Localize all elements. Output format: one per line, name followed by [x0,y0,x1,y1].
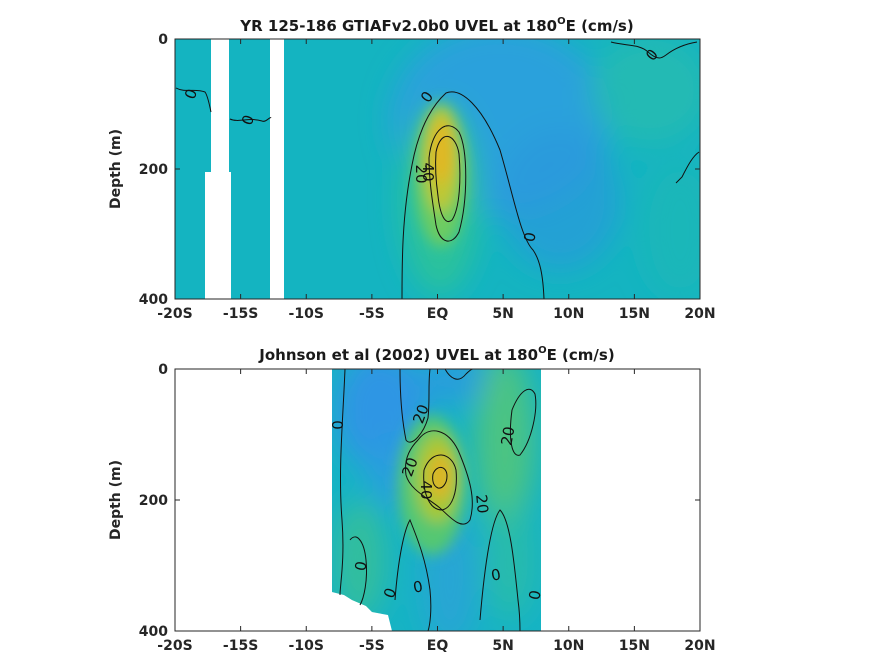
y-tick-label: 400 [139,624,168,640]
contour-label: 20 [497,425,518,447]
x-tick-label: EQ [427,638,449,654]
contour-label: 20 [409,402,432,426]
contour-label: 0 [412,577,425,596]
chart-panel-bottom: Johnson et al (2002) UVEL at 180OE (cm/s… [108,345,716,654]
x-tick-label: -10S [289,638,324,654]
x-tick-label: -20S [157,638,192,654]
chart-title-bottom: Johnson et al (2002) UVEL at 180OE (cm/s… [258,345,614,364]
chart-panel-top: YR 125-186 GTIAFv2.0b0 UVEL at 180OE (cm… [108,16,716,322]
x-tick-label: -10S [289,306,324,322]
heatmap-field-top [175,39,700,299]
contour-label: 40 [417,480,435,499]
contours-top [175,41,700,299]
contour-label: 0 [520,231,539,244]
x-tick-label: 10N [553,638,584,654]
contours-bottom [339,369,537,631]
x-tick-label: -5S [359,306,385,322]
x-tick-label: -20S [157,306,192,322]
x-tick-label: 20N [684,306,715,322]
y-tick-label: 0 [158,32,168,48]
y-tick-label: 200 [139,493,168,509]
contour-labels-bottom: 0 20 20 40 20 20 0 0 0 0 0 [329,402,545,601]
x-tick-label: 15N [619,638,650,654]
x-tick-label: 10N [553,306,584,322]
y-axis-label-top: Depth (m) [108,129,124,209]
x-tick-label: 20N [684,638,715,654]
x-tick-label: EQ [427,306,449,322]
contour-label: 0 [329,420,347,430]
x-tick-label: -15S [223,306,258,322]
y-axis-label-bottom: Depth (m) [108,460,124,540]
contour-label: 0 [525,589,544,602]
contour-label: 0 [351,560,370,573]
y-tick-label: 400 [139,292,168,308]
x-tick-label: -15S [223,638,258,654]
y-tick-label: 0 [158,362,168,378]
heatmap-field-bottom [332,369,541,631]
x-tick-label: 5N [492,638,513,654]
x-tick-label: 15N [619,306,650,322]
contour-label: 20 [472,494,492,515]
x-tick-label: 5N [492,306,513,322]
x-tick-label: -5S [359,638,385,654]
chart-title-top: YR 125-186 GTIAFv2.0b0 UVEL at 180OE (cm… [239,16,633,35]
contour-label: 20 [412,164,430,183]
contour-label: 20 [398,455,421,479]
contour-label: 40 [419,162,437,181]
contour-label: 0 [490,565,503,584]
y-tick-label: 200 [139,162,168,178]
